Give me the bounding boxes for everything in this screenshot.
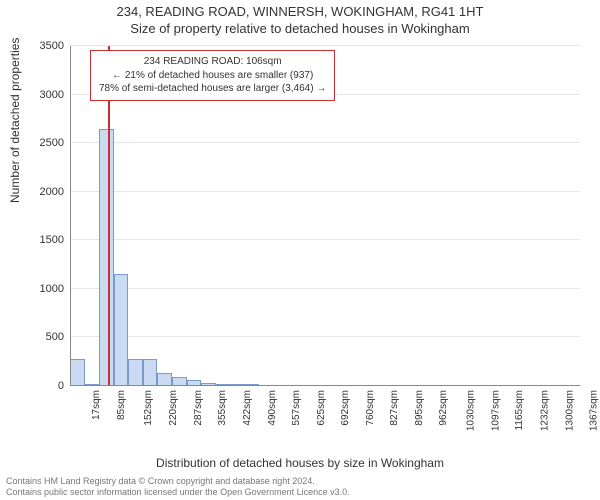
x-tick-label: 557sqm <box>291 390 302 426</box>
histogram-bar <box>128 359 143 386</box>
annotation-line3: 78% of semi-detached houses are larger (… <box>99 82 326 96</box>
y-tick-label: 1500 <box>40 234 64 246</box>
x-tick-label: 1367sqm <box>589 390 600 431</box>
y-tick-label: 3000 <box>40 89 64 101</box>
footer-line1: Contains HM Land Registry data © Crown c… <box>6 476 350 487</box>
x-axis-title: Distribution of detached houses by size … <box>0 456 600 470</box>
chart-title-line1: 234, READING ROAD, WINNERSH, WOKINGHAM, … <box>0 4 600 19</box>
y-tick-label: 1000 <box>40 283 64 295</box>
annotation-line2: ← 21% of detached houses are smaller (93… <box>99 69 326 83</box>
histogram-bar <box>143 359 158 386</box>
x-tick-label: 17sqm <box>91 390 102 420</box>
x-tick-label: 1232sqm <box>539 390 550 431</box>
x-tick-label: 287sqm <box>192 390 203 426</box>
x-tick-label: 1165sqm <box>515 390 526 430</box>
title-block: 234, READING ROAD, WINNERSH, WOKINGHAM, … <box>0 4 600 36</box>
x-tick-label: 760sqm <box>365 390 376 426</box>
x-tick-label: 1097sqm <box>490 390 501 431</box>
histogram-bar <box>70 359 85 386</box>
x-tick-label: 220sqm <box>168 390 179 426</box>
y-tick-label: 0 <box>58 380 64 392</box>
annotation-box: 234 READING ROAD: 106sqm ← 21% of detach… <box>90 50 335 101</box>
y-tick-label: 2500 <box>40 137 64 149</box>
x-tick-label: 895sqm <box>414 390 425 426</box>
x-tick-label: 625sqm <box>315 390 326 426</box>
x-axis-line <box>70 385 580 386</box>
x-tick-label: 1030sqm <box>466 390 477 431</box>
annotation-line1: 234 READING ROAD: 106sqm <box>99 55 326 69</box>
x-tick-label: 422sqm <box>242 390 253 426</box>
footer: Contains HM Land Registry data © Crown c… <box>6 476 350 499</box>
x-tick-label: 490sqm <box>266 390 277 426</box>
x-tick-label: 152sqm <box>143 390 154 426</box>
chart-container: 234, READING ROAD, WINNERSH, WOKINGHAM, … <box>0 0 600 500</box>
y-tick-label: 3500 <box>40 40 64 52</box>
y-tick-label: 500 <box>46 331 64 343</box>
x-tick-label: 355sqm <box>217 390 228 426</box>
histogram-bar <box>114 274 129 386</box>
x-tick-label: 962sqm <box>438 390 449 426</box>
x-tick-label: 827sqm <box>389 390 400 426</box>
y-axis-line <box>70 46 71 386</box>
y-tick-label: 2000 <box>40 186 64 198</box>
x-tick-label: 692sqm <box>340 390 351 426</box>
histogram-bar <box>99 129 114 386</box>
footer-line2: Contains public sector information licen… <box>6 487 350 498</box>
chart-title-line2: Size of property relative to detached ho… <box>0 21 600 36</box>
x-tick-label: 85sqm <box>116 390 127 420</box>
y-axis-label: Number of detached properties <box>8 38 22 203</box>
x-tick-label: 1300sqm <box>564 390 575 431</box>
